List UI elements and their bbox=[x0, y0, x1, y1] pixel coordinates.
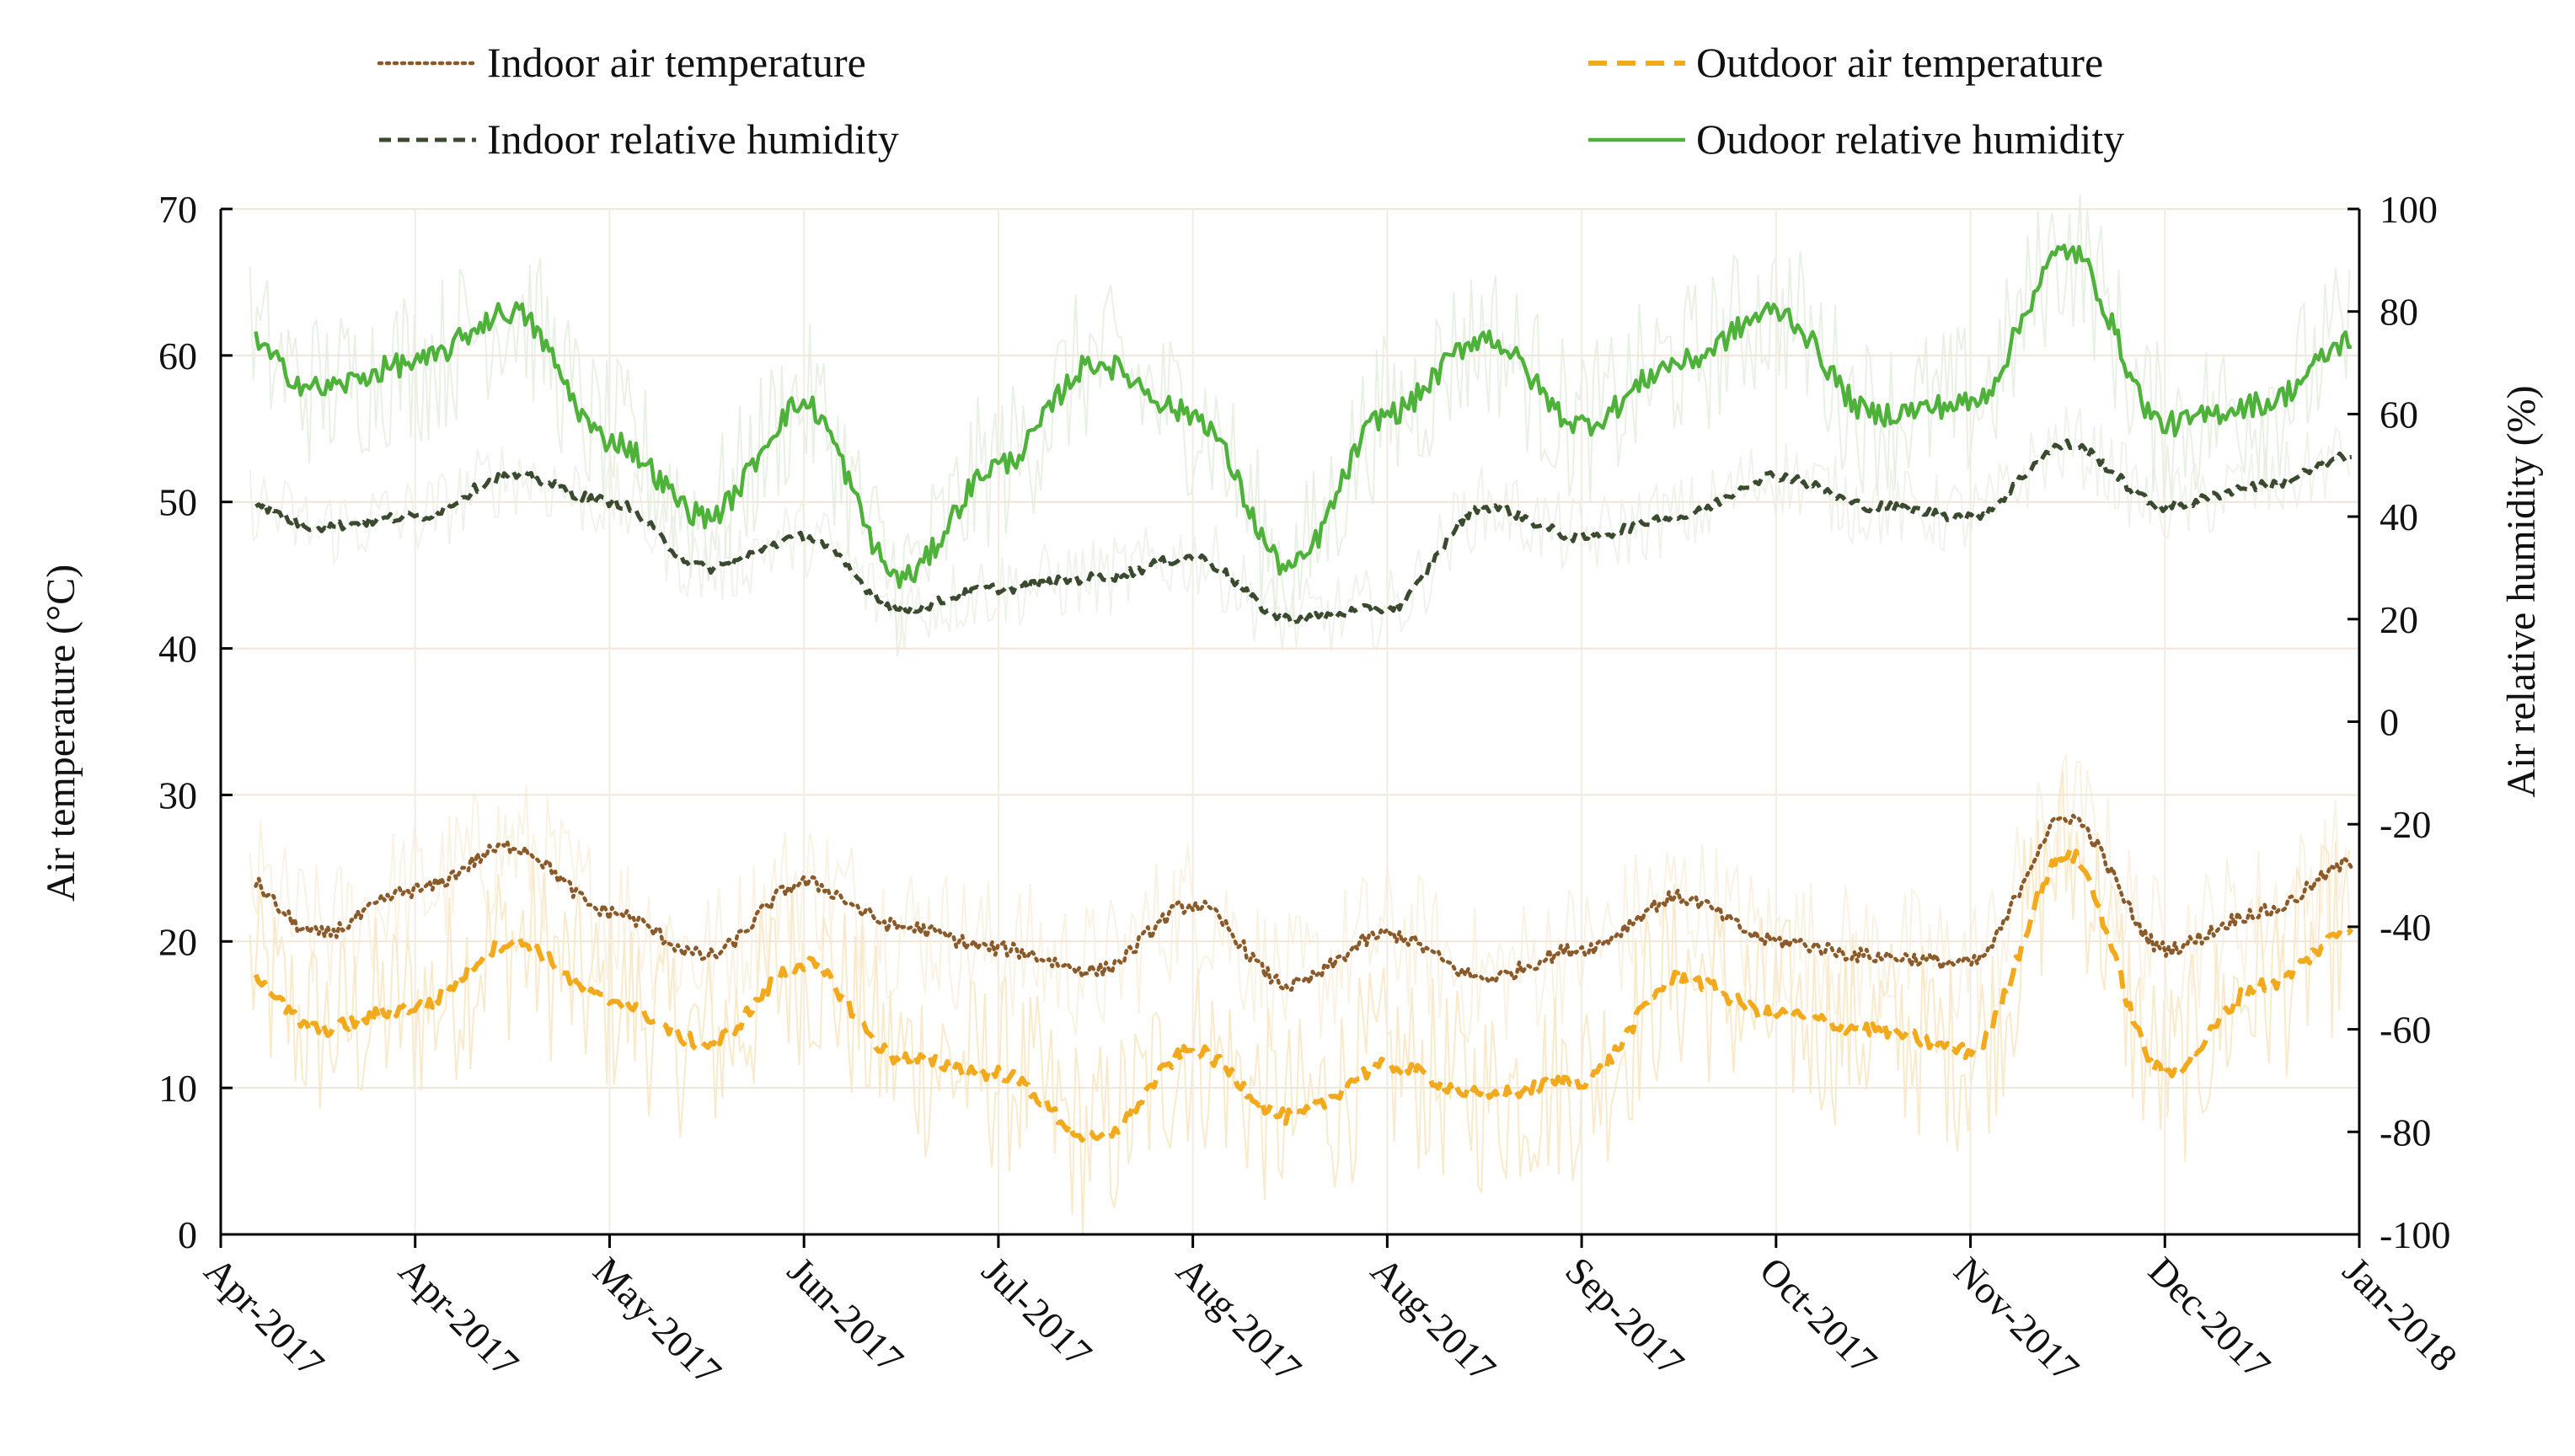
tick-labels: 0 10 20 30 40 50 60 70 -100 -80 -60 -40 -20 0 20 40 60 80… bbox=[158, 188, 2465, 1394]
y2-tick-label: 100 bbox=[2380, 188, 2438, 231]
x-tick-label: Aug-2017 bbox=[1169, 1249, 1310, 1390]
series-line-0 bbox=[254, 813, 2354, 993]
y2-tick-label: 40 bbox=[2380, 495, 2418, 538]
y-tick-label: 70 bbox=[158, 188, 197, 231]
y2-tick-label: 60 bbox=[2380, 393, 2418, 436]
legend-label-3: Oudoor relative humidity bbox=[1696, 115, 2124, 163]
y-axis-label: Air temperature (°C) bbox=[39, 565, 83, 902]
legend-label-1: Outdoor air temperature bbox=[1696, 39, 2103, 86]
x-tick-label: Oct-2017 bbox=[1752, 1249, 1886, 1383]
legend-label-2: Indoor relative humidity bbox=[487, 115, 899, 163]
y-tick-label: 50 bbox=[158, 481, 197, 524]
y2-axis-label: Air relative humidity (%) bbox=[2499, 385, 2544, 797]
y2-tick-label: -80 bbox=[2380, 1111, 2431, 1154]
y2-tick-label: -40 bbox=[2380, 906, 2431, 949]
raw-band-3 bbox=[249, 194, 2351, 657]
series-line-3 bbox=[254, 244, 2352, 589]
legend: Indoor air temperature Outdoor air temper… bbox=[377, 39, 2124, 163]
raw-band-2 bbox=[249, 406, 2351, 652]
series-lines bbox=[253, 244, 2354, 1143]
x-tick-label: Jul-2017 bbox=[974, 1249, 1100, 1375]
series-line-2 bbox=[254, 438, 2353, 627]
gridlines bbox=[220, 208, 2360, 1235]
x-tick-label: Apr-2017 bbox=[196, 1249, 333, 1385]
x-tick-label: Sep-2017 bbox=[1557, 1249, 1693, 1384]
x-tick-label: Dec-2017 bbox=[2140, 1249, 2278, 1387]
y-tick-label: 30 bbox=[158, 774, 197, 816]
x-tick-label: Jun-2017 bbox=[779, 1249, 912, 1381]
axes bbox=[219, 207, 2361, 1248]
y2-tick-label: 20 bbox=[2380, 598, 2418, 641]
y2-tick-label: 0 bbox=[2380, 701, 2399, 744]
y2-tick-label: -20 bbox=[2380, 803, 2431, 846]
y-tick-label: 20 bbox=[158, 920, 197, 963]
y-tick-label: 0 bbox=[178, 1213, 197, 1256]
y2-tick-label: 80 bbox=[2380, 291, 2418, 334]
raw-band-1 bbox=[249, 770, 2351, 1234]
x-tick-label: May-2017 bbox=[585, 1249, 730, 1394]
y2-tick-label: -60 bbox=[2380, 1009, 2431, 1052]
noise-bands bbox=[249, 194, 2351, 1234]
y-tick-label: 60 bbox=[158, 335, 197, 377]
y-tick-label: 40 bbox=[158, 628, 197, 671]
y2-tick-label: -100 bbox=[2380, 1213, 2450, 1256]
x-tick-label: Nov-2017 bbox=[1946, 1249, 2087, 1390]
legend-label-0: Indoor air temperature bbox=[487, 39, 866, 86]
x-tick-label: Apr-2017 bbox=[391, 1249, 527, 1385]
series-line-1 bbox=[253, 846, 2354, 1143]
y-tick-label: 10 bbox=[158, 1067, 197, 1110]
x-tick-label: Aug-2017 bbox=[1362, 1249, 1504, 1390]
x-tick-label: Jan-2018 bbox=[2335, 1249, 2465, 1379]
